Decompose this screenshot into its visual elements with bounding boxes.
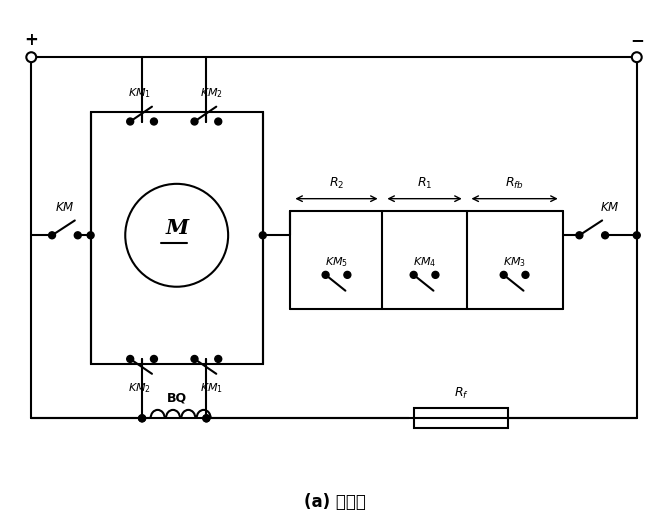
- Circle shape: [203, 415, 210, 422]
- Circle shape: [87, 232, 94, 239]
- Circle shape: [632, 52, 641, 62]
- Text: $KM$: $KM$: [601, 201, 620, 213]
- Circle shape: [139, 415, 146, 422]
- Bar: [414, 408, 508, 428]
- Text: $KM_2$: $KM_2$: [200, 86, 223, 100]
- Circle shape: [344, 271, 351, 278]
- Circle shape: [125, 184, 228, 287]
- Circle shape: [215, 118, 221, 125]
- Circle shape: [501, 271, 507, 278]
- Text: $R_2$: $R_2$: [329, 176, 344, 191]
- Circle shape: [150, 118, 158, 125]
- Text: $KM_5$: $KM_5$: [325, 255, 348, 269]
- Circle shape: [322, 271, 329, 278]
- Circle shape: [191, 118, 198, 125]
- Circle shape: [522, 271, 529, 278]
- Circle shape: [127, 118, 134, 125]
- Text: $KM_3$: $KM_3$: [503, 255, 526, 269]
- Circle shape: [74, 232, 81, 239]
- Circle shape: [139, 415, 146, 422]
- Circle shape: [191, 355, 198, 363]
- Text: $R_{fb}$: $R_{fb}$: [505, 176, 524, 191]
- Text: $KM$: $KM$: [55, 201, 74, 213]
- Text: $KM_1$: $KM_1$: [200, 381, 223, 395]
- Text: M: M: [165, 219, 189, 238]
- Text: $KM_4$: $KM_4$: [413, 255, 436, 269]
- Circle shape: [150, 355, 158, 363]
- Circle shape: [576, 232, 583, 239]
- Text: $KM_1$: $KM_1$: [127, 86, 151, 100]
- Text: +: +: [24, 31, 38, 49]
- Circle shape: [602, 232, 609, 239]
- Text: BQ: BQ: [166, 391, 187, 405]
- Circle shape: [259, 232, 266, 239]
- Circle shape: [633, 232, 640, 239]
- Circle shape: [127, 355, 134, 363]
- Text: $R_f$: $R_f$: [454, 386, 468, 400]
- Circle shape: [215, 355, 221, 363]
- Text: (a) 电路图: (a) 电路图: [304, 494, 366, 511]
- Circle shape: [432, 271, 439, 278]
- Bar: [91, 112, 263, 364]
- Circle shape: [203, 415, 210, 422]
- Circle shape: [410, 271, 417, 278]
- Circle shape: [26, 52, 36, 62]
- Text: −: −: [630, 31, 643, 49]
- Circle shape: [48, 232, 56, 239]
- Text: $KM_2$: $KM_2$: [127, 381, 150, 395]
- Text: $R_1$: $R_1$: [417, 176, 432, 191]
